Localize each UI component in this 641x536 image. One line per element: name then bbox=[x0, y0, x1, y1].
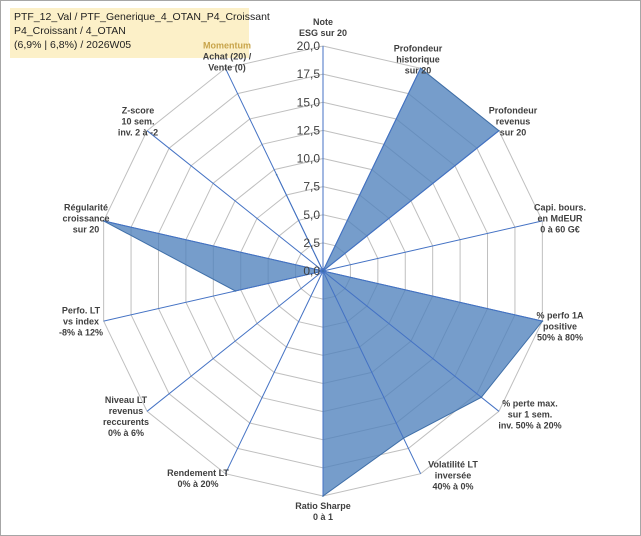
axis-line-3 bbox=[322, 220, 543, 272]
tick-label-2: 5,0 bbox=[303, 208, 320, 222]
axis-label-13-line-1: Achat (20) / bbox=[203, 52, 252, 62]
axis-label-2-line-1: revenus bbox=[496, 117, 531, 127]
data-point-4 bbox=[541, 320, 544, 322]
axis-label-0-line-0: Note bbox=[313, 17, 333, 27]
tick-label-0: 0,0 bbox=[303, 264, 320, 278]
axis-label-9-line-3: 0% à 6% bbox=[108, 428, 144, 438]
axis-label-3: Capi. bours. en MdEUR 0 à 60 G€ bbox=[534, 203, 586, 235]
axis-label-1-line-0: Profondeur bbox=[394, 44, 443, 54]
tick-label-3: 7,5 bbox=[303, 180, 320, 194]
axis-label-11-line-0: Régularité bbox=[64, 203, 108, 213]
axis-line-13 bbox=[224, 68, 324, 272]
axis-label-0-line-1: ESG sur 20 bbox=[299, 28, 347, 38]
axis-label-4: % perfo 1A positive 50% à 80% bbox=[536, 311, 584, 343]
axis-label-3-line-0: Capi. bours. bbox=[534, 203, 586, 213]
chart-title-box: PTF_12_Val / PTF_Generique_4_OTAN_P4_Cro… bbox=[10, 8, 270, 58]
data-point-5 bbox=[480, 396, 483, 399]
axis-label-6: Volatilité LT inversée 40% à 0% bbox=[428, 460, 478, 492]
axis-label-6-line-2: 40% à 0% bbox=[432, 482, 473, 492]
axis-label-1-line-1: historique bbox=[396, 55, 440, 65]
axis-label-6-line-0: Volatilité LT bbox=[428, 460, 478, 470]
tick-label-6: 15,0 bbox=[297, 95, 321, 109]
axis-label-2: Profondeur revenus sur 20 bbox=[489, 106, 538, 138]
axis-label-12-line-1: 10 sem. bbox=[121, 117, 154, 127]
title-line-3: (6,9% | 6,8%) / 2026W05 bbox=[14, 39, 132, 51]
axis-label-8-line-1: 0% à 20% bbox=[177, 479, 218, 489]
axis-label-9-line-2: reccurents bbox=[103, 417, 149, 427]
axis-label-11: Régularité croissance sur 20 bbox=[62, 203, 109, 235]
data-point-7 bbox=[322, 495, 324, 497]
axis-label-13-line-2: Vente (0) bbox=[208, 63, 246, 73]
axis-label-3-line-1: en MdEUR bbox=[538, 214, 584, 224]
axis-line-11 bbox=[103, 220, 324, 272]
axis-label-7-line-1: 0 à 1 bbox=[313, 512, 333, 522]
axis-label-0: Note ESG sur 20 bbox=[299, 17, 347, 38]
axis-label-9-line-0: Niveau LT bbox=[105, 395, 148, 405]
axis-label-1-line-2: sur 20 bbox=[405, 66, 432, 76]
data-point-13 bbox=[275, 173, 278, 176]
title-line-2: P4_Croissant / 4_OTAN bbox=[14, 25, 126, 37]
axis-label-5: % perte max. sur 1 sem. inv. 50% à 20% bbox=[498, 399, 561, 431]
axis-line-2 bbox=[322, 130, 500, 272]
axis-label-4-line-0: % perfo 1A bbox=[536, 311, 584, 321]
axis-label-2-line-0: Profondeur bbox=[489, 106, 538, 116]
data-point-10 bbox=[234, 290, 237, 292]
axis-line-5 bbox=[322, 270, 500, 412]
tick-label-7: 17,5 bbox=[297, 67, 321, 81]
axis-label-12-line-2: inv. 2 à -2 bbox=[118, 128, 158, 138]
axis-label-9: Niveau LT revenus reccurents 0% à 6% bbox=[103, 395, 149, 438]
axis-label-1: Profondeur historique sur 20 bbox=[394, 44, 443, 76]
axis-label-8-line-0: Rendement LT bbox=[167, 468, 229, 478]
axis-label-11-line-1: croissance bbox=[62, 214, 109, 224]
data-point-2 bbox=[498, 129, 500, 132]
axis-label-10-line-1: vs index bbox=[63, 317, 99, 327]
axis-line-12 bbox=[146, 130, 324, 272]
axis-line-10 bbox=[103, 270, 324, 322]
axis-label-5-line-0: % perte max. bbox=[502, 399, 558, 409]
axis-label-10: Perfo. LT vs index -8% à 12% bbox=[59, 306, 103, 338]
axis-line-8 bbox=[224, 270, 324, 474]
axis-label-8: Rendement LT 0% à 20% bbox=[167, 468, 229, 489]
axis-label-12: Z-score 10 sem. inv. 2 à -2 bbox=[118, 106, 158, 138]
axis-line-9 bbox=[146, 270, 324, 412]
data-point-11 bbox=[102, 220, 105, 222]
axis-label-2-line-2: sur 20 bbox=[500, 128, 527, 138]
axis-label-3-line-2: 0 à 60 G€ bbox=[540, 225, 580, 235]
title-line-1: PTF_12_Val / PTF_Generique_4_OTAN_P4_Cro… bbox=[14, 11, 270, 23]
axis-label-10-line-0: Perfo. LT bbox=[62, 306, 101, 316]
tick-label-4: 10,0 bbox=[297, 152, 321, 166]
data-point-12 bbox=[322, 270, 324, 272]
tick-label-1: 2,5 bbox=[303, 236, 320, 250]
axis-label-5-line-2: inv. 50% à 20% bbox=[498, 421, 561, 431]
axis-line-1 bbox=[322, 68, 422, 272]
axis-label-9-line-1: revenus bbox=[109, 406, 144, 416]
axis-label-7: Ratio Sharpe 0 à 1 bbox=[295, 501, 351, 522]
axis-label-6-line-1: inversée bbox=[435, 471, 472, 481]
tick-label-5: 12,5 bbox=[297, 123, 321, 137]
axis-label-4-line-2: 50% à 80% bbox=[537, 333, 583, 343]
axis-label-13: Momentum Achat (20) / Vente (0) bbox=[203, 41, 252, 73]
axis-label-12-line-0: Z-score bbox=[122, 106, 155, 116]
axis-label-4-line-1: positive bbox=[543, 322, 577, 332]
axis-line-6 bbox=[322, 270, 422, 474]
axis-line-4 bbox=[322, 270, 543, 322]
axis-label-5-line-1: sur 1 sem. bbox=[508, 410, 553, 420]
tick-label-8: 20,0 bbox=[297, 39, 321, 53]
data-point-1 bbox=[419, 67, 422, 70]
axis-label-13-line-0: Momentum bbox=[203, 41, 251, 51]
axis-label-10-line-2: -8% à 12% bbox=[59, 328, 103, 338]
axis-label-7-line-0: Ratio Sharpe bbox=[295, 501, 351, 511]
data-point-6 bbox=[402, 437, 405, 440]
axis-label-11-line-2: sur 20 bbox=[73, 225, 100, 235]
